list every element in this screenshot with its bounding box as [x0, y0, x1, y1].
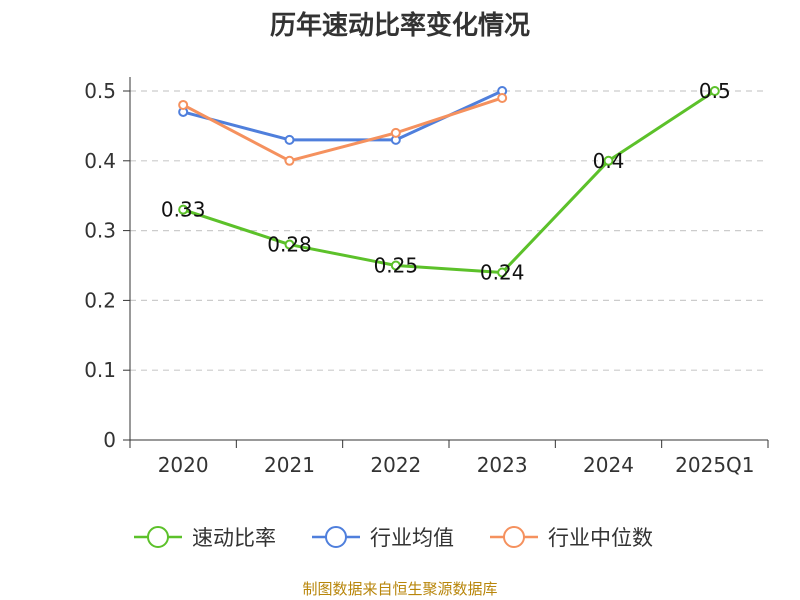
data-point: [284, 239, 295, 250]
data-point: [284, 134, 295, 145]
legend-marker: [325, 526, 347, 548]
y-tick-label: 0: [103, 428, 116, 452]
data-point: [178, 204, 189, 215]
x-tick-label: 2025Q1: [675, 453, 754, 477]
data-labels: 0.33 0.28 0.25 0.24 0.4 0.5: [161, 79, 731, 284]
x-tick-label: 2024: [583, 453, 634, 477]
x-tick-label: 2022: [370, 453, 421, 477]
legend-marker: [147, 526, 169, 548]
y-tick-label: 0.1: [84, 358, 116, 382]
source-note: 制图数据来自恒生聚源数据库: [302, 580, 497, 598]
data-label: 0.5: [699, 79, 731, 103]
legend-item-1: 行业均值: [312, 526, 454, 550]
x-tick-label: 2021: [264, 453, 315, 477]
legend-marker: [503, 526, 525, 548]
data-label: 0.25: [374, 254, 419, 278]
x-tick-label: 2023: [477, 453, 528, 477]
chart-title: 历年速动比率变化情况: [270, 10, 530, 41]
data-point: [603, 155, 614, 166]
data-label: 0.28: [267, 233, 312, 257]
data-point: [284, 155, 295, 166]
legend-item-2: 行业中位数: [490, 526, 653, 550]
data-point: [390, 127, 401, 138]
data-point: [497, 92, 508, 103]
series-line-0: [182, 89, 716, 274]
y-tick-label: 0.4: [84, 149, 116, 173]
data-point: [497, 267, 508, 278]
y-tick-label: 0.2: [84, 288, 116, 312]
legend-label: 行业均值: [370, 526, 454, 550]
y-tick-label: 0.5: [84, 79, 116, 103]
legend-label: 速动比率: [192, 526, 276, 550]
y-tick-label: 0.3: [84, 219, 116, 243]
data-label: 0.33: [161, 198, 206, 222]
legend-label: 行业中位数: [548, 526, 653, 550]
data-point: [390, 260, 401, 271]
axes: 0 0.1 0.2 0.3 0.4 0.5 2020 2021 2022 2023 2024 2025…: [84, 77, 769, 477]
series-line-2: [182, 96, 503, 163]
legend: 速动比率 行业均值 行业中位数: [134, 526, 653, 550]
series-group: [178, 86, 720, 278]
data-point: [709, 86, 720, 96]
legend-item-0: 速动比率: [134, 526, 276, 550]
data-point: [178, 99, 189, 110]
grid-lines: [130, 90, 768, 371]
data-label: 0.24: [480, 260, 525, 284]
x-tick-label: 2020: [158, 453, 209, 477]
data-label: 0.4: [593, 149, 625, 173]
series-line-1: [182, 89, 503, 142]
